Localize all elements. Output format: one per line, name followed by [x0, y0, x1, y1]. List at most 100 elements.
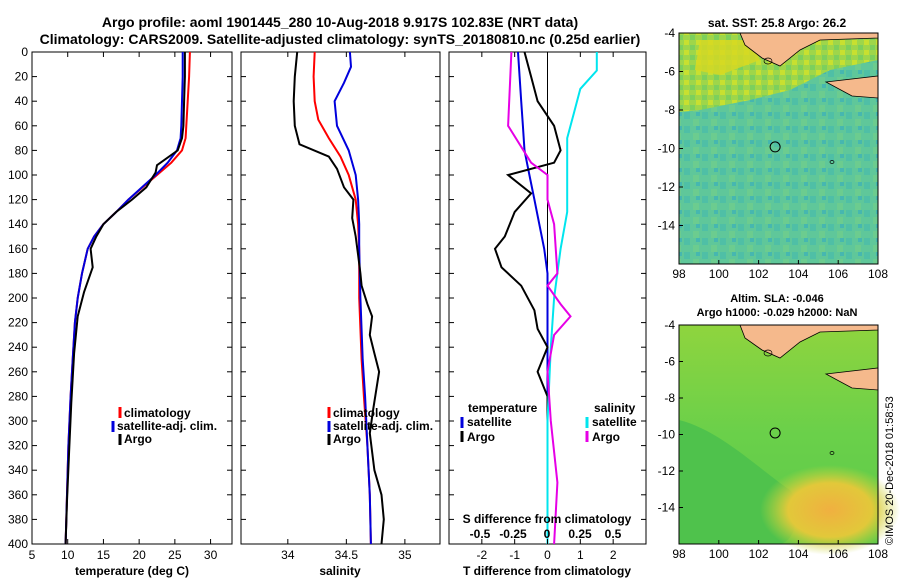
map-x-tick-label: 100 [709, 547, 729, 561]
y-tick-label: 400 [8, 537, 28, 551]
legend-climatology-label: climatology [124, 406, 191, 420]
legend-s-satellite-label: satellite [592, 415, 637, 429]
y-tick-label: 120 [8, 193, 28, 207]
y-tick-label: 300 [8, 414, 28, 428]
y-tick-label: 380 [8, 512, 28, 526]
title-line-1: Argo profile: aoml 1901445_280 10-Aug-20… [102, 14, 578, 30]
island [763, 349, 773, 357]
map-x-tick-label: 100 [709, 267, 729, 281]
map-x-tick-label: 106 [828, 547, 848, 561]
y-tick-label: 340 [8, 463, 28, 477]
salinity-panel-frame [240, 51, 441, 545]
y-tick-label: 80 [15, 143, 29, 157]
map-x-tick-label: 102 [749, 547, 769, 561]
map-y-tick-label: -14 [658, 501, 676, 515]
y-tick-label: 220 [8, 316, 28, 330]
series-climatology [64, 52, 191, 544]
secondary-salinity-axis: S difference from climatology -0.5 -0.25… [463, 512, 632, 541]
x-tick-label: 5 [29, 548, 36, 562]
x-tick-label: -1 [509, 548, 520, 562]
x-tick-label: 20 [132, 548, 146, 562]
map-sla-title: Altim. SLA: -0.046 [730, 293, 824, 305]
map-y-tick-label: -10 [658, 142, 676, 156]
salinity-xlabel: salinity [319, 564, 361, 578]
argo-position-marker [769, 141, 781, 153]
sla-high-region [760, 465, 900, 555]
series-s-argo [507, 52, 572, 544]
map-sla-subtitle: Argo h1000: -0.029 h2000: NaN [697, 307, 858, 319]
legend-t-argo-label: Argo [467, 430, 495, 444]
legend-temperature-title: temperature [468, 401, 538, 415]
x-tick-label: 34.5 [335, 548, 359, 562]
series-satellite-adj-clim- [333, 52, 372, 544]
x-tick-label: 35 [398, 548, 412, 562]
map-x-tick-label: 98 [672, 267, 686, 281]
x-tick-label: 0 [544, 548, 551, 562]
series-t-argo [493, 52, 562, 544]
map-y-tick-label: -8 [664, 103, 675, 117]
map-y-tick-label: -8 [664, 391, 675, 405]
y-tick-label: 260 [8, 365, 28, 379]
map-y-tick-label: -4 [664, 318, 675, 332]
x-tick-label: 10 [61, 548, 75, 562]
map-axes: 98 100 102 104 106 108 -4 -6 -8 -10 -12 -14 98 100 102… [658, 26, 889, 561]
map-x-tick-label: 104 [788, 547, 808, 561]
map-y-tick-label: -12 [658, 464, 676, 478]
title-line-2: Climatology: CARS2009. Satellite-adjuste… [40, 31, 641, 47]
x2-tick: 0.25 [568, 527, 592, 541]
series-argo [64, 52, 186, 544]
difference-legend: temperature salinity satellite Argo sate… [460, 401, 637, 444]
temperature-xlabel: temperature (deg C) [75, 564, 189, 578]
map-y-tick-label: -6 [664, 355, 675, 369]
x2-tick: -0.25 [499, 527, 527, 541]
legend-s-argo-label: Argo [592, 430, 620, 444]
y-tick-label: 100 [8, 168, 28, 182]
legend-argo-label: Argo [333, 432, 361, 446]
map-y-tick-label: -12 [658, 180, 676, 194]
christmas-island [829, 451, 835, 455]
map-y-tick-label: -10 [658, 428, 676, 442]
difference-xlabel: T difference from climatology [463, 564, 631, 578]
y-tick-label: 40 [15, 94, 29, 108]
y-tick-label: 0 [21, 45, 28, 59]
y-tick-label: 180 [8, 266, 28, 280]
x-tick-label: 25 [168, 548, 182, 562]
x-tick-label: 15 [97, 548, 111, 562]
map-x-tick-label: 108 [868, 267, 888, 281]
series-argo [292, 52, 385, 544]
x-tick-label: 1 [577, 548, 584, 562]
series-climatology [312, 52, 372, 544]
difference-plot [493, 52, 598, 544]
legend-t-satellite-label: satellite [467, 415, 512, 429]
map-x-tick-label: 98 [672, 547, 686, 561]
island [763, 57, 773, 65]
timestamp: ©IMOS 20-Dec-2018 01:58:53 [884, 396, 896, 545]
map-x-tick-label: 108 [868, 547, 888, 561]
map-x-tick-label: 102 [749, 267, 769, 281]
map-y-tick-label: -6 [664, 65, 675, 79]
x-tick-label: 34 [281, 548, 295, 562]
y-tick-label: 140 [8, 217, 28, 231]
y-tick-label: 360 [8, 488, 28, 502]
y-tick-label: 20 [15, 70, 29, 84]
y-tick-label: 280 [8, 389, 28, 403]
legend-argo-label: Argo [124, 432, 152, 446]
y-tick-label: 160 [8, 242, 28, 256]
x2-tick: 0 [544, 527, 551, 541]
x2-label: S difference from climatology [463, 512, 632, 526]
salinity-plot [292, 52, 385, 544]
argo-position-marker [769, 427, 781, 439]
x-tick-label: 30 [204, 548, 218, 562]
map-x-tick-label: 104 [788, 267, 808, 281]
temperature-panel-frame [31, 51, 233, 545]
salinity-legend: climatology satellite-adj. clim. Argo [327, 406, 433, 446]
map-y-tick-label: -14 [658, 219, 676, 233]
y-tick-label: 60 [15, 119, 29, 133]
legend-salinity-title: salinity [594, 401, 636, 415]
sst-warm-patch [695, 40, 760, 75]
y-tick-label: 320 [8, 439, 28, 453]
map-y-tick-label: -4 [664, 26, 675, 40]
x2-tick: -0.5 [470, 527, 491, 541]
map-x-tick-label: 106 [828, 267, 848, 281]
